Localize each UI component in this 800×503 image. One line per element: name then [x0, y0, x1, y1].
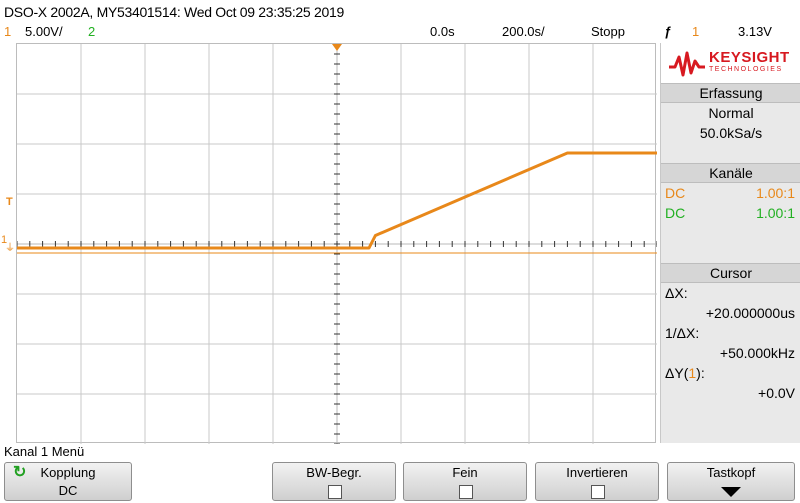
- ch1-scale[interactable]: 5.00V/: [25, 24, 63, 39]
- softkey-kopplung[interactable]: ↻ Kopplung DC: [4, 462, 132, 501]
- dy-label-pre: ΔY(: [665, 365, 689, 381]
- dy-label: ΔY(1):: [665, 363, 800, 383]
- dy-channel: 1: [688, 365, 697, 381]
- rotate-knob-icon: ↻: [13, 464, 27, 481]
- brand-sub: TECHNOLOGIES: [709, 66, 783, 73]
- time-offset[interactable]: 0.0s: [430, 24, 455, 39]
- invertieren-checkbox[interactable]: [591, 485, 605, 499]
- softkey-fein-label: Fein: [452, 465, 478, 480]
- ch1-ground-label: 1: [1, 234, 8, 246]
- ch1-coupling: DC: [665, 185, 686, 201]
- acq-mode: Normal: [708, 105, 754, 121]
- waveform-graticule: [17, 44, 657, 444]
- keysight-wave-icon: [669, 51, 705, 77]
- kanaele-header: Kanäle: [661, 163, 800, 183]
- submenu-arrow-icon: [721, 487, 741, 497]
- ground-icon: ⏚: [5, 243, 15, 254]
- cursor-header: Cursor: [661, 263, 800, 283]
- fein-checkbox[interactable]: [459, 485, 473, 499]
- brand-name: KEYSIGHT: [709, 49, 790, 66]
- trigger-edge-icon: ƒ: [664, 24, 672, 39]
- trigger-channel[interactable]: 1: [692, 24, 700, 39]
- run-state[interactable]: Stopp: [591, 24, 625, 39]
- softkey-kopplung-value: DC: [58, 483, 78, 498]
- softkey-invertieren-label: Invertieren: [566, 465, 628, 480]
- trigger-tick-label: T: [6, 196, 13, 208]
- softkey-invertieren[interactable]: Invertieren: [535, 462, 659, 501]
- status-row: 1 5.00V/ 2 0.0s 200.0s/ Stopp ƒ 1 3.13V: [0, 22, 800, 42]
- bw-begr-checkbox[interactable]: [328, 485, 342, 499]
- softkey-fein[interactable]: Fein: [403, 462, 527, 501]
- ch2-coupling: DC: [665, 205, 686, 221]
- ch2-probe: 1.00:1: [756, 205, 795, 221]
- side-panel: KEYSIGHT TECHNOLOGIES Erfassung Normal 5…: [660, 43, 800, 443]
- trigger-level[interactable]: 3.13V: [738, 24, 772, 39]
- ch1-number[interactable]: 1: [4, 24, 12, 39]
- window-title: DSO-X 2002A, MY53401514: Wed Oct 09 23:3…: [4, 4, 344, 20]
- softkey-kopplung-label: Kopplung: [40, 465, 96, 480]
- dx-label: ΔX:: [665, 285, 688, 301]
- softkey-tastkopf[interactable]: Tastkopf: [667, 462, 795, 501]
- ch1-waveform: [17, 151, 657, 250]
- menu-title: Kanal 1 Menü: [4, 444, 85, 459]
- inv-dx-label: 1/ΔX:: [665, 325, 700, 341]
- softkey-tastkopf-label: Tastkopf: [706, 465, 756, 480]
- ch2-number[interactable]: 2: [88, 24, 96, 39]
- timebase[interactable]: 200.0s/: [502, 24, 545, 39]
- ch1-probe: 1.00:1: [756, 185, 795, 201]
- dy-value: +0.0V: [758, 385, 795, 401]
- acq-rate: 50.0kSa/s: [699, 125, 763, 141]
- ch1-ground-marker[interactable]: 1 ⏚: [0, 234, 16, 254]
- inv-dx-value: +50.000kHz: [719, 345, 795, 361]
- keysight-logo: KEYSIGHT TECHNOLOGIES: [661, 43, 800, 83]
- scope-display[interactable]: [16, 43, 657, 444]
- dy-label-post: ):: [696, 365, 705, 381]
- trigger-position-marker: [332, 44, 342, 51]
- dx-value: +20.000000us: [705, 305, 795, 321]
- softkey-bw-begr[interactable]: BW-Begr.: [272, 462, 396, 501]
- erfassung-header: Erfassung: [661, 83, 800, 103]
- trigger-level-marker[interactable]: T: [5, 196, 15, 220]
- softkey-bw-begr-label: BW-Begr.: [306, 465, 362, 480]
